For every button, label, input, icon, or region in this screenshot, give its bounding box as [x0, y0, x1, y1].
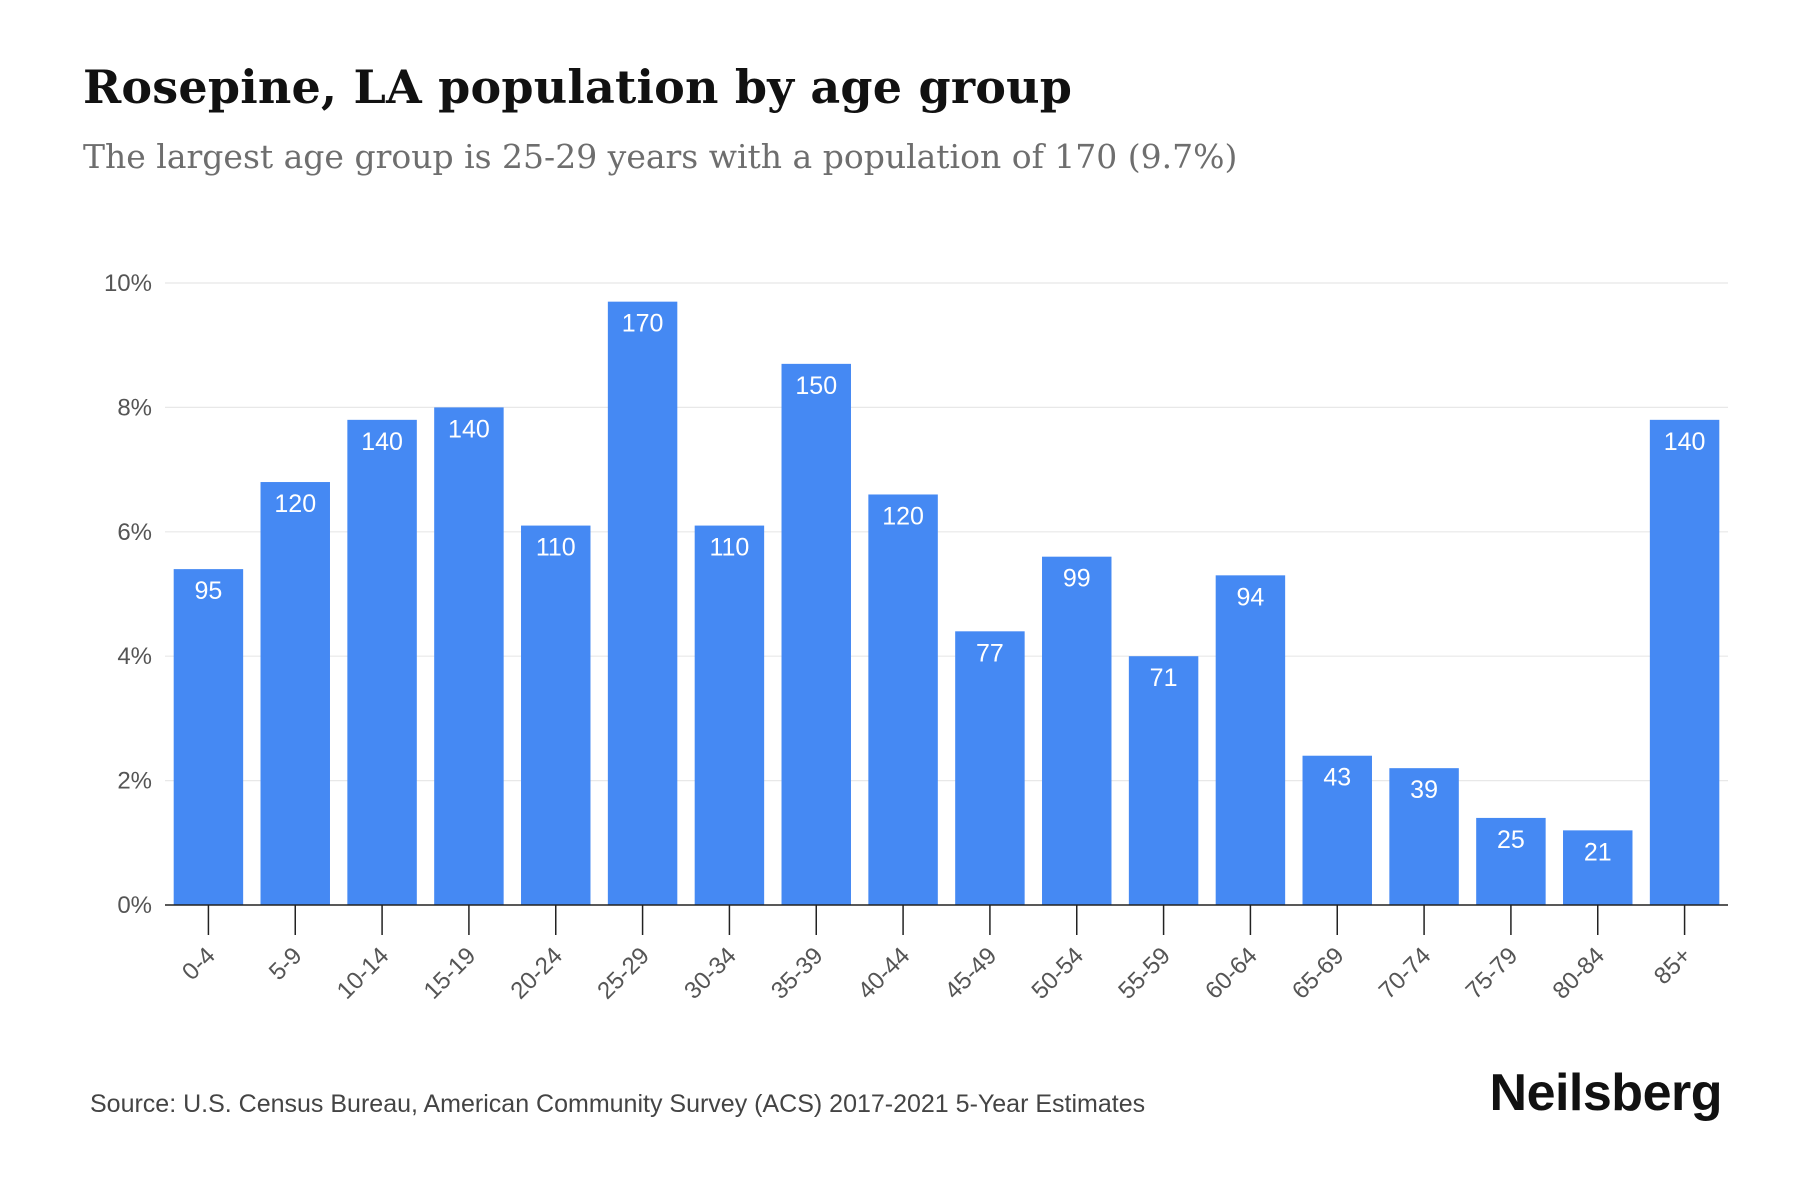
bar-value-label: 110	[709, 534, 749, 562]
bar-15-19	[434, 407, 504, 905]
x-tick-label: 60-64	[1200, 942, 1263, 1005]
bar-60-64	[1215, 575, 1286, 905]
source-note: Source: U.S. Census Bureau, American Com…	[90, 1090, 1146, 1118]
bar-45-49	[955, 631, 1025, 905]
x-tick-label: 45-49	[940, 942, 1003, 1005]
x-tick-label: 15-19	[419, 942, 482, 1005]
bar-5-9	[260, 482, 330, 905]
gridlines	[165, 282, 1728, 782]
bar-80-84	[1563, 830, 1633, 905]
bar-labels: 95 120 140 140 110 170 110 150 120 77 99 71 94 43 39 25…	[195, 310, 1706, 867]
bar-value-label: 150	[795, 372, 837, 400]
bar-50-54	[1042, 556, 1112, 905]
y-tick-label: 4%	[117, 643, 152, 670]
bar-value-label: 110	[536, 534, 576, 562]
x-tick-label: 35-39	[766, 942, 829, 1005]
bar-70-74	[1389, 768, 1459, 905]
y-tick-label: 10%	[104, 270, 152, 297]
bar-value-label: 39	[1410, 776, 1438, 804]
bars	[173, 301, 1720, 905]
x-tick-label: 20-24	[505, 942, 568, 1005]
x-tick-label: 40-44	[853, 942, 916, 1005]
bar-55-59	[1128, 656, 1199, 905]
x-tick-label: 25-29	[592, 942, 655, 1005]
bar-value-label: 21	[1584, 838, 1612, 866]
bar-30-34	[694, 525, 765, 905]
x-tick-label: 75-79	[1461, 942, 1524, 1005]
bar-chart: 0% 2% 4% 6% 8% 10% 95 120 140 140 110 170 110 150 120…	[104, 270, 1728, 1005]
bar-25-29	[607, 301, 678, 905]
x-tick-label: 0-4	[177, 942, 221, 986]
bar-value-label: 99	[1063, 565, 1091, 593]
x-tick-label: 30-34	[679, 942, 742, 1005]
bar-40-44	[868, 494, 938, 905]
bar-value-label: 95	[195, 577, 223, 605]
x-tick-label: 85+	[1649, 942, 1697, 990]
x-tick-label: 55-59	[1113, 942, 1176, 1005]
bar-value-label: 71	[1150, 664, 1178, 692]
chart-subtitle: The largest age group is 25-29 years wit…	[83, 137, 1238, 176]
bar-75-79	[1476, 817, 1546, 905]
y-tick-label: 2%	[117, 768, 152, 795]
bar-10-14	[347, 419, 417, 905]
bar-0-4	[173, 569, 244, 905]
bar-value-label: 140	[448, 415, 490, 443]
x-tick-label: 65-69	[1287, 942, 1350, 1005]
brand-logo: Neilsberg	[1489, 1064, 1723, 1122]
bar-value-label: 43	[1323, 764, 1351, 792]
y-tick-label: 0%	[117, 892, 152, 919]
bar-value-label: 77	[976, 639, 1004, 667]
bar-value-label: 140	[361, 428, 403, 456]
x-tick-label: 80-84	[1547, 942, 1610, 1005]
bar-value-label: 120	[274, 490, 316, 518]
bar-35-39	[781, 363, 851, 905]
x-axis-ticks: 0-4 5-9 10-14 15-19 20-24 25-29 30-34 35-39 40-4…	[177, 905, 1697, 1005]
bar-value-label: 120	[882, 502, 924, 530]
y-axis-ticks: 0% 2% 4% 6% 8% 10%	[104, 270, 152, 919]
bar-value-label: 170	[622, 310, 664, 338]
x-tick-label: 50-54	[1026, 942, 1089, 1005]
bar-20-24	[521, 525, 591, 905]
bar-value-label: 94	[1237, 583, 1265, 611]
chart-title: Rosepine, LA population by age group	[83, 60, 1073, 114]
x-tick-label: 10-14	[332, 942, 395, 1005]
bar-value-label: 25	[1497, 826, 1525, 854]
x-tick-label: 70-74	[1374, 942, 1437, 1005]
bar-value-label: 140	[1664, 428, 1706, 456]
x-tick-label: 5-9	[264, 942, 308, 986]
bar-85+	[1649, 419, 1720, 905]
y-tick-label: 6%	[117, 519, 152, 546]
y-tick-label: 8%	[117, 394, 152, 421]
bar-65-69	[1302, 755, 1372, 905]
